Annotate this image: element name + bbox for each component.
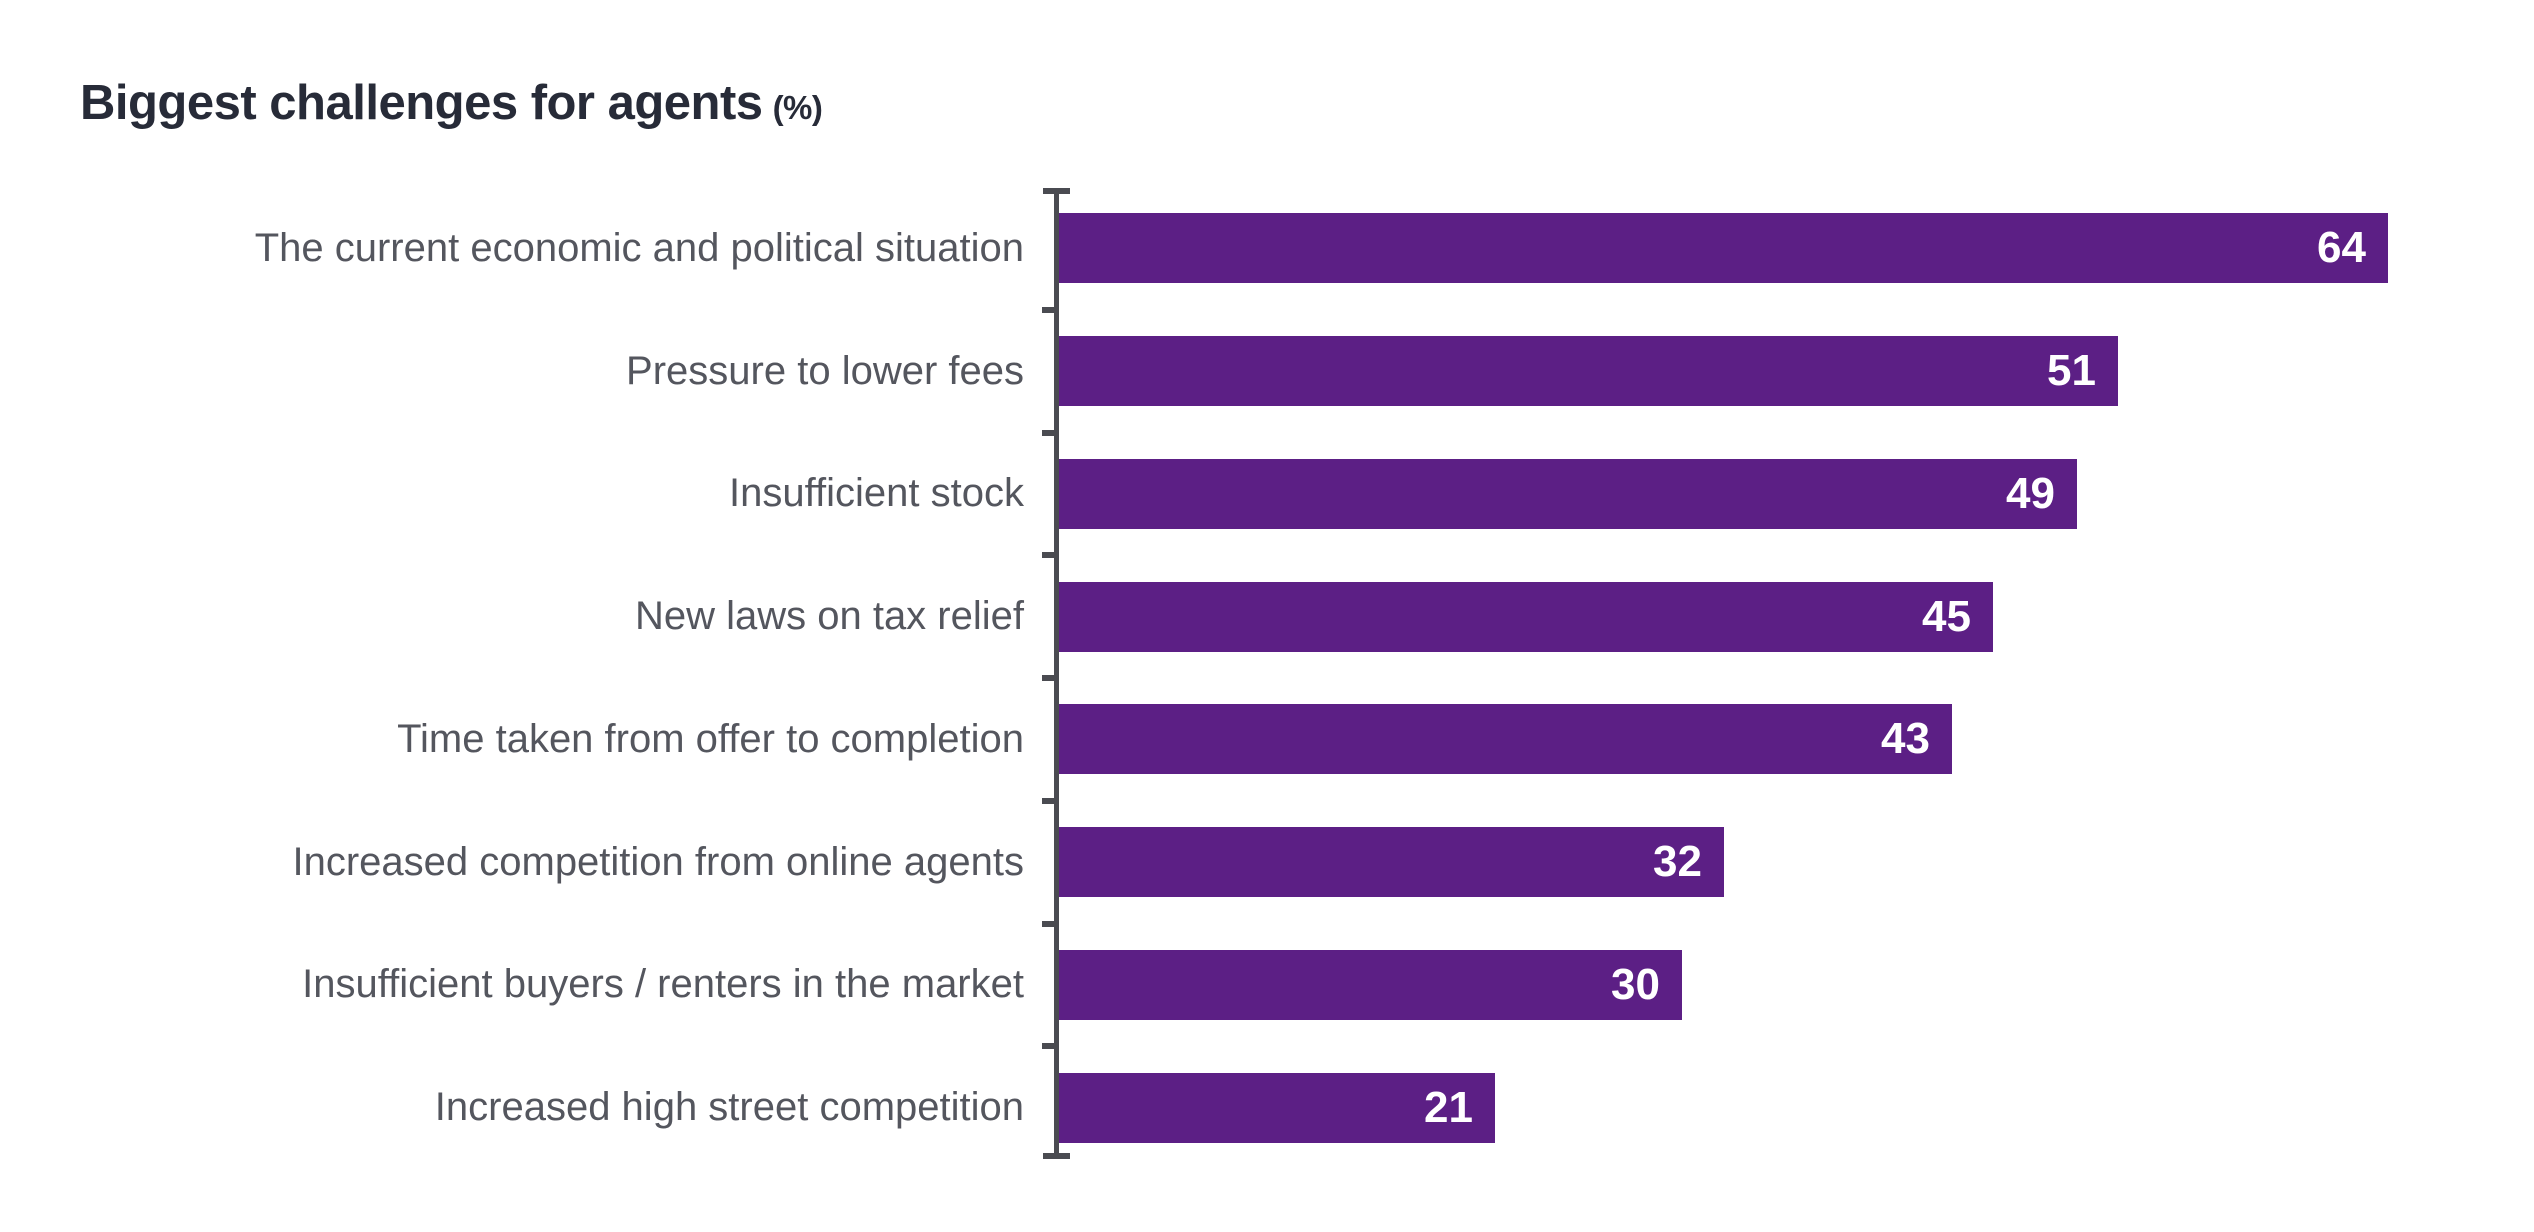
category-label: New laws on tax relief xyxy=(634,594,1024,639)
bar: 51 xyxy=(1059,336,2118,407)
bar-rows: The current economic and political situa… xyxy=(0,187,2534,1169)
y-axis-tick-icon xyxy=(1042,552,1054,558)
bar-track: 43 xyxy=(1054,704,2534,775)
bar-row: Increased competition from online agents… xyxy=(0,801,2534,924)
bar-row: Insufficient stock 49 xyxy=(0,433,2534,556)
y-axis-bottom-cap-icon xyxy=(1043,1153,1070,1159)
y-axis-tick-icon xyxy=(1042,798,1054,804)
category-label: Increased competition from online agents xyxy=(292,839,1024,884)
y-axis-line xyxy=(1054,191,1059,1159)
value-label: 43 xyxy=(1881,714,1930,764)
bar-track: 51 xyxy=(1054,336,2534,407)
category-label: Time taken from offer to completion xyxy=(397,716,1024,761)
category-label: Insufficient buyers / renters in the mar… xyxy=(302,962,1024,1007)
bar-track: 21 xyxy=(1054,1072,2534,1143)
bar: 32 xyxy=(1059,827,1724,898)
bar-track: 30 xyxy=(1054,949,2534,1020)
category-label: Pressure to lower fees xyxy=(626,348,1024,393)
y-axis-tick-icon xyxy=(1042,675,1054,681)
y-axis-tick-icon xyxy=(1042,1043,1054,1049)
bar-track: 32 xyxy=(1054,827,2534,898)
bar-row: The current economic and political situa… xyxy=(0,187,2534,310)
bar-row: Pressure to lower fees 51 xyxy=(0,310,2534,433)
y-axis-top-cap-icon xyxy=(1043,188,1070,194)
value-label: 51 xyxy=(2047,346,2096,396)
bar-chart: The current economic and political situa… xyxy=(0,187,2534,1169)
bar: 49 xyxy=(1059,458,2077,529)
chart-title: Biggest challenges for agents (%) xyxy=(80,75,823,131)
bar: 21 xyxy=(1059,1072,1495,1143)
bar-row: New laws on tax relief 45 xyxy=(0,555,2534,678)
y-axis-tick-icon xyxy=(1042,307,1054,313)
value-label: 21 xyxy=(1424,1082,1473,1132)
category-label: Insufficient stock xyxy=(729,471,1024,516)
chart-title-text: Biggest challenges for agents xyxy=(80,75,763,130)
bar-row: Increased high street competition 21 xyxy=(0,1046,2534,1169)
y-axis-tick-icon xyxy=(1042,430,1054,436)
value-label: 32 xyxy=(1653,837,1702,887)
y-axis-tick-icon xyxy=(1042,921,1054,927)
value-label: 64 xyxy=(2317,223,2366,273)
bar: 43 xyxy=(1059,704,1952,775)
value-label: 49 xyxy=(2006,468,2055,518)
bar-row: Insufficient buyers / renters in the mar… xyxy=(0,924,2534,1047)
bar: 64 xyxy=(1059,213,2388,284)
bar: 30 xyxy=(1059,949,1682,1020)
value-label: 30 xyxy=(1611,959,1660,1009)
category-label: Increased high street competition xyxy=(434,1085,1024,1130)
bar-track: 49 xyxy=(1054,458,2534,529)
bar-track: 64 xyxy=(1054,213,2534,284)
category-label: The current economic and political situa… xyxy=(254,225,1024,270)
bar: 45 xyxy=(1059,581,1993,652)
value-label: 45 xyxy=(1922,591,1971,641)
chart-title-unit: (%) xyxy=(772,88,823,126)
bar-row: Time taken from offer to completion 43 xyxy=(0,678,2534,801)
bar-track: 45 xyxy=(1054,581,2534,652)
